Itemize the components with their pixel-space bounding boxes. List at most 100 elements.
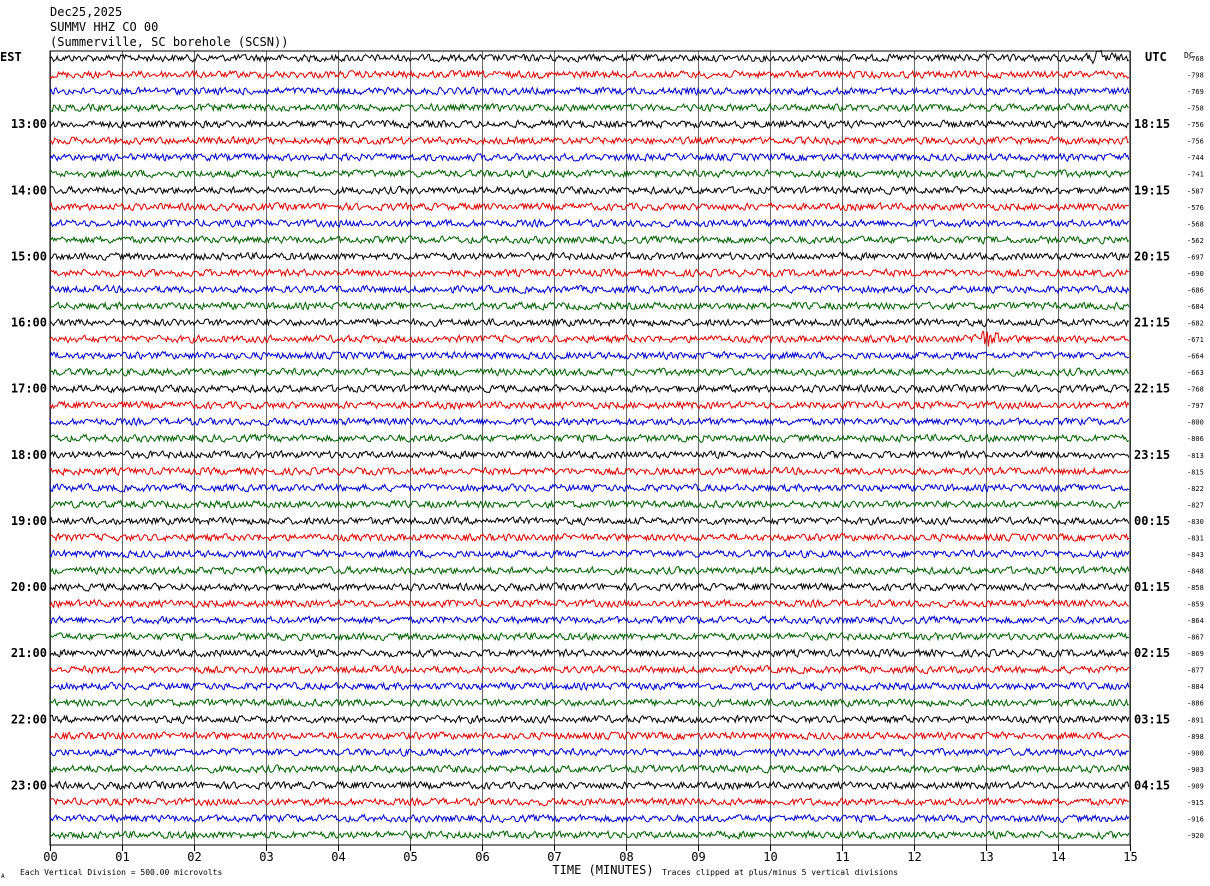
dc-offset-label: -768	[1187, 386, 1204, 394]
dc-offset-label: -891	[1187, 716, 1204, 724]
est-hour-label: 21:00	[11, 646, 47, 660]
x-tick-label: 06	[475, 850, 489, 864]
x-tick-label: 00	[43, 850, 57, 864]
seismic-trace	[49, 548, 1130, 559]
dc-offset-label: -744	[1187, 154, 1204, 162]
seismic-trace	[49, 664, 1130, 675]
dc-offset-label: -663	[1187, 369, 1204, 377]
dc-offset-label: -909	[1187, 782, 1204, 790]
dc-offset-label: -562	[1187, 237, 1204, 245]
seismic-trace	[49, 714, 1130, 725]
seismic-trace	[49, 681, 1130, 692]
seismic-trace	[49, 168, 1130, 179]
utc-hour-label: 20:15	[1134, 249, 1170, 263]
dc-offset-label: -877	[1187, 667, 1204, 675]
est-hour-label: 14:00	[11, 183, 47, 197]
x-tick-label: 15	[1123, 850, 1137, 864]
seismic-trace	[49, 201, 1130, 212]
dc-offset-label: -915	[1187, 799, 1204, 807]
x-tick-label: 09	[691, 850, 705, 864]
dc-offset-label: -848	[1187, 567, 1204, 575]
x-tick-label: 07	[547, 850, 561, 864]
x-tick-label: 01	[115, 850, 129, 864]
seismic-trace	[49, 152, 1130, 163]
dc-offset-label: -671	[1187, 336, 1204, 344]
x-tick-label: 10	[763, 850, 777, 864]
dc-offset-label: -756	[1187, 121, 1204, 129]
footer-mark: A	[1, 873, 5, 880]
seismic-trace	[49, 581, 1130, 592]
dc-offset-label: -813	[1187, 452, 1204, 460]
dc-offset-label: -869	[1187, 650, 1204, 658]
dc-offset-label: -697	[1187, 253, 1204, 261]
dc-offset-label: -806	[1187, 435, 1204, 443]
header-date: Dec25,2025	[50, 5, 122, 19]
seismic-trace	[49, 515, 1130, 526]
dc-offset-label: -822	[1187, 485, 1204, 493]
dc-offset-label: -797	[1187, 402, 1204, 410]
dc-offset-label: -587	[1187, 187, 1204, 195]
label-layer: 00 01 02 03 04 05 06 07 08 09 10 11 12 13 14 15 -768 -798…	[11, 55, 1204, 864]
dc-offset-label: -684	[1187, 303, 1204, 311]
seismic-trace	[49, 780, 1130, 791]
dc-offset-label: -903	[1187, 766, 1204, 774]
utc-hour-label: 21:15	[1134, 316, 1170, 330]
x-tick-label: 08	[619, 850, 633, 864]
seismic-trace	[49, 532, 1130, 543]
seismic-trace	[49, 234, 1130, 245]
est-hour-label: 17:00	[11, 382, 47, 396]
seismic-trace	[49, 330, 1130, 347]
seismic-trace	[49, 830, 1130, 840]
x-tick-label: 11	[835, 850, 849, 864]
dc-offset-label: -830	[1187, 518, 1204, 526]
dc-offset-label: -756	[1187, 138, 1204, 146]
utc-hour-label: 19:15	[1134, 183, 1170, 197]
x-tick-label: 04	[331, 850, 345, 864]
seismic-trace	[49, 383, 1130, 394]
dc-offset-label: -831	[1187, 534, 1204, 542]
seismic-trace	[49, 251, 1130, 262]
seismic-trace	[49, 301, 1130, 311]
dc-offset-label: -758	[1187, 105, 1204, 113]
seismic-trace	[49, 86, 1130, 97]
seismic-trace	[49, 813, 1130, 824]
seismic-trace	[49, 449, 1130, 460]
seismic-trace	[49, 400, 1130, 411]
seismic-trace	[49, 267, 1129, 278]
dc-offset-label: -798	[1187, 72, 1204, 80]
x-tick-label: 05	[403, 850, 417, 864]
est-hour-label: 19:00	[11, 514, 47, 528]
seismic-trace	[49, 218, 1130, 229]
seismic-trace	[49, 135, 1129, 146]
dc-offset-label: -858	[1187, 584, 1204, 592]
dc-offset-label: -843	[1187, 551, 1204, 559]
seismic-trace	[49, 284, 1130, 295]
dc-offset-label: -686	[1187, 286, 1204, 294]
left-timezone-label: EST	[0, 50, 22, 64]
dc-offset-label: -568	[1187, 220, 1204, 228]
est-hour-label: 20:00	[11, 580, 47, 594]
seismic-trace	[49, 433, 1130, 444]
utc-hour-label: 02:15	[1134, 646, 1170, 660]
utc-hour-label: 22:15	[1134, 382, 1170, 396]
x-tick-label: 14	[1051, 850, 1065, 864]
plot-grid	[49, 50, 1131, 851]
dc-offset-label: -690	[1187, 270, 1204, 278]
seismic-trace	[49, 185, 1130, 196]
utc-hour-label: 03:15	[1134, 712, 1170, 726]
seismic-trace	[49, 416, 1130, 427]
seismic-trace	[49, 317, 1130, 328]
seismic-trace	[49, 730, 1130, 741]
utc-hour-label: 00:15	[1134, 514, 1170, 528]
dc-offset-label: -576	[1187, 204, 1204, 212]
header-station: SUMMV HHZ CO 00	[50, 20, 158, 34]
est-hour-label: 13:00	[11, 117, 47, 131]
seismic-trace	[49, 648, 1130, 659]
dc-label: DC	[1184, 51, 1194, 60]
dc-offset-label: -768	[1187, 55, 1204, 63]
utc-hour-label: 18:15	[1134, 117, 1170, 131]
seismic-trace	[49, 367, 1130, 378]
dc-offset-label: -815	[1187, 468, 1204, 476]
seismic-trace	[49, 49, 1129, 65]
